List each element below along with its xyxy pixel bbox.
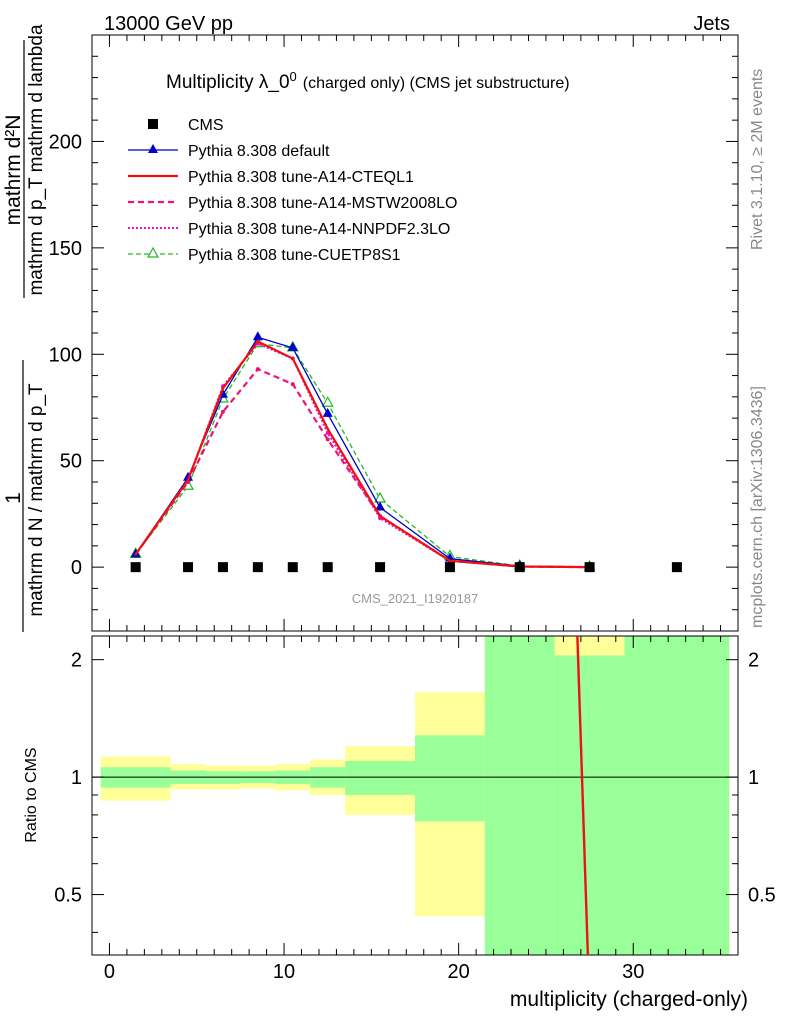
cms-data-point: [130, 562, 141, 573]
series-point-1: [291, 357, 295, 360]
main-y-tick-0: 0: [71, 557, 82, 579]
x-tick-30: 30: [622, 961, 644, 983]
legend-item-cms: CMS: [148, 117, 224, 134]
series-point-0: [287, 341, 298, 351]
ratio-axis-ticks: [91, 636, 739, 955]
legend-label-mstw: Pythia 8.308 tune-A14-MSTW2008LO: [188, 195, 457, 212]
x-tick-10: 10: [273, 961, 295, 983]
main-y-tick-labels: 0 50 100 150 200: [49, 131, 82, 579]
cms-data-point: [252, 562, 263, 573]
cms-data-point: [322, 562, 333, 573]
series-point-2: [325, 437, 330, 442]
ratio-y-tick-labels: 0.5 1 2 0.5 1 2: [54, 650, 776, 907]
x-axis-label: multiplicity (charged-only): [510, 988, 748, 1011]
series-point-0: [322, 407, 333, 417]
series-point-1: [326, 427, 330, 431]
ratio-bands: [92, 636, 738, 955]
series-line-1: [134, 340, 590, 569]
ratio-band-green-6: [345, 760, 415, 795]
ratio-band-green-2: [205, 771, 241, 785]
series-point-0: [252, 331, 263, 341]
ratio-band-green-9: [554, 655, 625, 955]
ratio-y-axis-label: Ratio to CMS: [23, 747, 40, 842]
x-tick-20: 20: [448, 961, 470, 983]
ratio-y-tick-2-left: 2: [71, 650, 82, 672]
legend-label-default: Pythia 8.308 default: [188, 143, 330, 160]
ratio-panel-frame: [91, 635, 739, 956]
process-label: Jets: [693, 13, 730, 35]
legend-label-cms: CMS: [188, 117, 224, 134]
cms-data-point: [217, 562, 228, 573]
series-line-4: [135, 342, 590, 568]
ratio-band-green-7: [415, 735, 485, 822]
ratio-band-green-8: [484, 636, 555, 955]
legend-item-mstw: Pythia 8.308 tune-A14-MSTW2008LO: [128, 195, 457, 212]
ratio-y-tick-1-right: 1: [748, 767, 759, 789]
series-line-2: [134, 367, 590, 569]
energy-label: 13000 GeV pp: [104, 13, 233, 35]
series-point-1: [378, 514, 382, 518]
cms-data-point: [375, 562, 386, 573]
ratio-band-green-10: [624, 636, 730, 955]
ratio-y-tick-1-left: 1: [71, 767, 82, 789]
ratio-y-tick-2-right: 2: [748, 650, 759, 672]
cms-data-point: [671, 562, 682, 573]
main-y-axis-label: 1 mathrm d N / mathrm d p_T mathrm d²N m…: [2, 24, 47, 632]
legend-item-nnpdf: Pythia 8.308 tune-A14-NNPDF2.3LO: [128, 221, 450, 238]
series-point-2: [220, 409, 225, 414]
series-point-4: [321, 396, 334, 407]
cms-data-point: [287, 562, 298, 573]
legend-label-cuetp8s1: Pythia 8.308 tune-CUETP8S1: [188, 247, 401, 264]
main-y-tick-200: 200: [49, 131, 82, 153]
y-label-denominator: mathrm d p_T mathrm d lambda: [26, 24, 47, 295]
y-label-numerator: mathrm d²N: [2, 115, 25, 226]
series-point-1: [448, 559, 452, 563]
main-y-tick-100: 100: [49, 344, 82, 366]
y-label-one: 1: [2, 492, 25, 504]
series-point-1: [134, 553, 137, 556]
rivet-version-text: Rivet 3.1.10, ≥ 2M events: [749, 69, 766, 250]
ratio-lines: [576, 635, 590, 956]
series-point-2: [255, 367, 260, 372]
series-point-2: [290, 382, 295, 387]
cms-data-layer: [130, 562, 682, 573]
series-point-1: [186, 478, 190, 482]
ratio-y-tick-05-left: 0.5: [54, 885, 82, 907]
x-tick-0: 0: [104, 961, 115, 983]
cms-data-point: [183, 562, 194, 573]
plot-title: Multiplicity λ_00 (charged only) (CMS jet…: [166, 69, 570, 94]
cms-data-point: [444, 562, 455, 573]
series-point-1: [221, 387, 225, 390]
x-tick-labels: 0 10 20 30: [104, 961, 644, 983]
ratio-line-cteql1: [576, 635, 590, 956]
y-label-prefactor: mathrm d N / mathrm d p_T: [26, 383, 47, 617]
main-y-tick-50: 50: [60, 451, 82, 473]
legend-label-cteql1: Pythia 8.308 tune-A14-CTEQL1: [188, 169, 414, 186]
series-point-0: [375, 501, 386, 511]
legend-item-cteql1: Pythia 8.308 tune-A14-CTEQL1: [128, 169, 414, 186]
main-axis-ticks: [91, 34, 739, 632]
legend-item-cuetp8s1: Pythia 8.308 tune-CUETP8S1: [128, 246, 401, 264]
cms-data-point: [514, 562, 525, 573]
ratio-y-tick-05-right: 0.5: [748, 885, 776, 907]
legend-label-nnpdf: Pythia 8.308 tune-A14-NNPDF2.3LO: [188, 221, 450, 238]
legend: CMS Pythia 8.308 default Pythia 8.308 tu…: [128, 117, 457, 264]
series-point-1: [256, 340, 260, 343]
analysis-watermark: CMS_2021_I1920187: [352, 591, 479, 606]
cms-data-point: [584, 562, 595, 573]
mcplots-text: mcplots.cern.ch [arXiv:1306.3436]: [749, 386, 766, 628]
main-y-tick-150: 150: [49, 238, 82, 260]
legend-item-default: Pythia 8.308 default: [128, 143, 330, 160]
series-point-0: [183, 471, 194, 481]
